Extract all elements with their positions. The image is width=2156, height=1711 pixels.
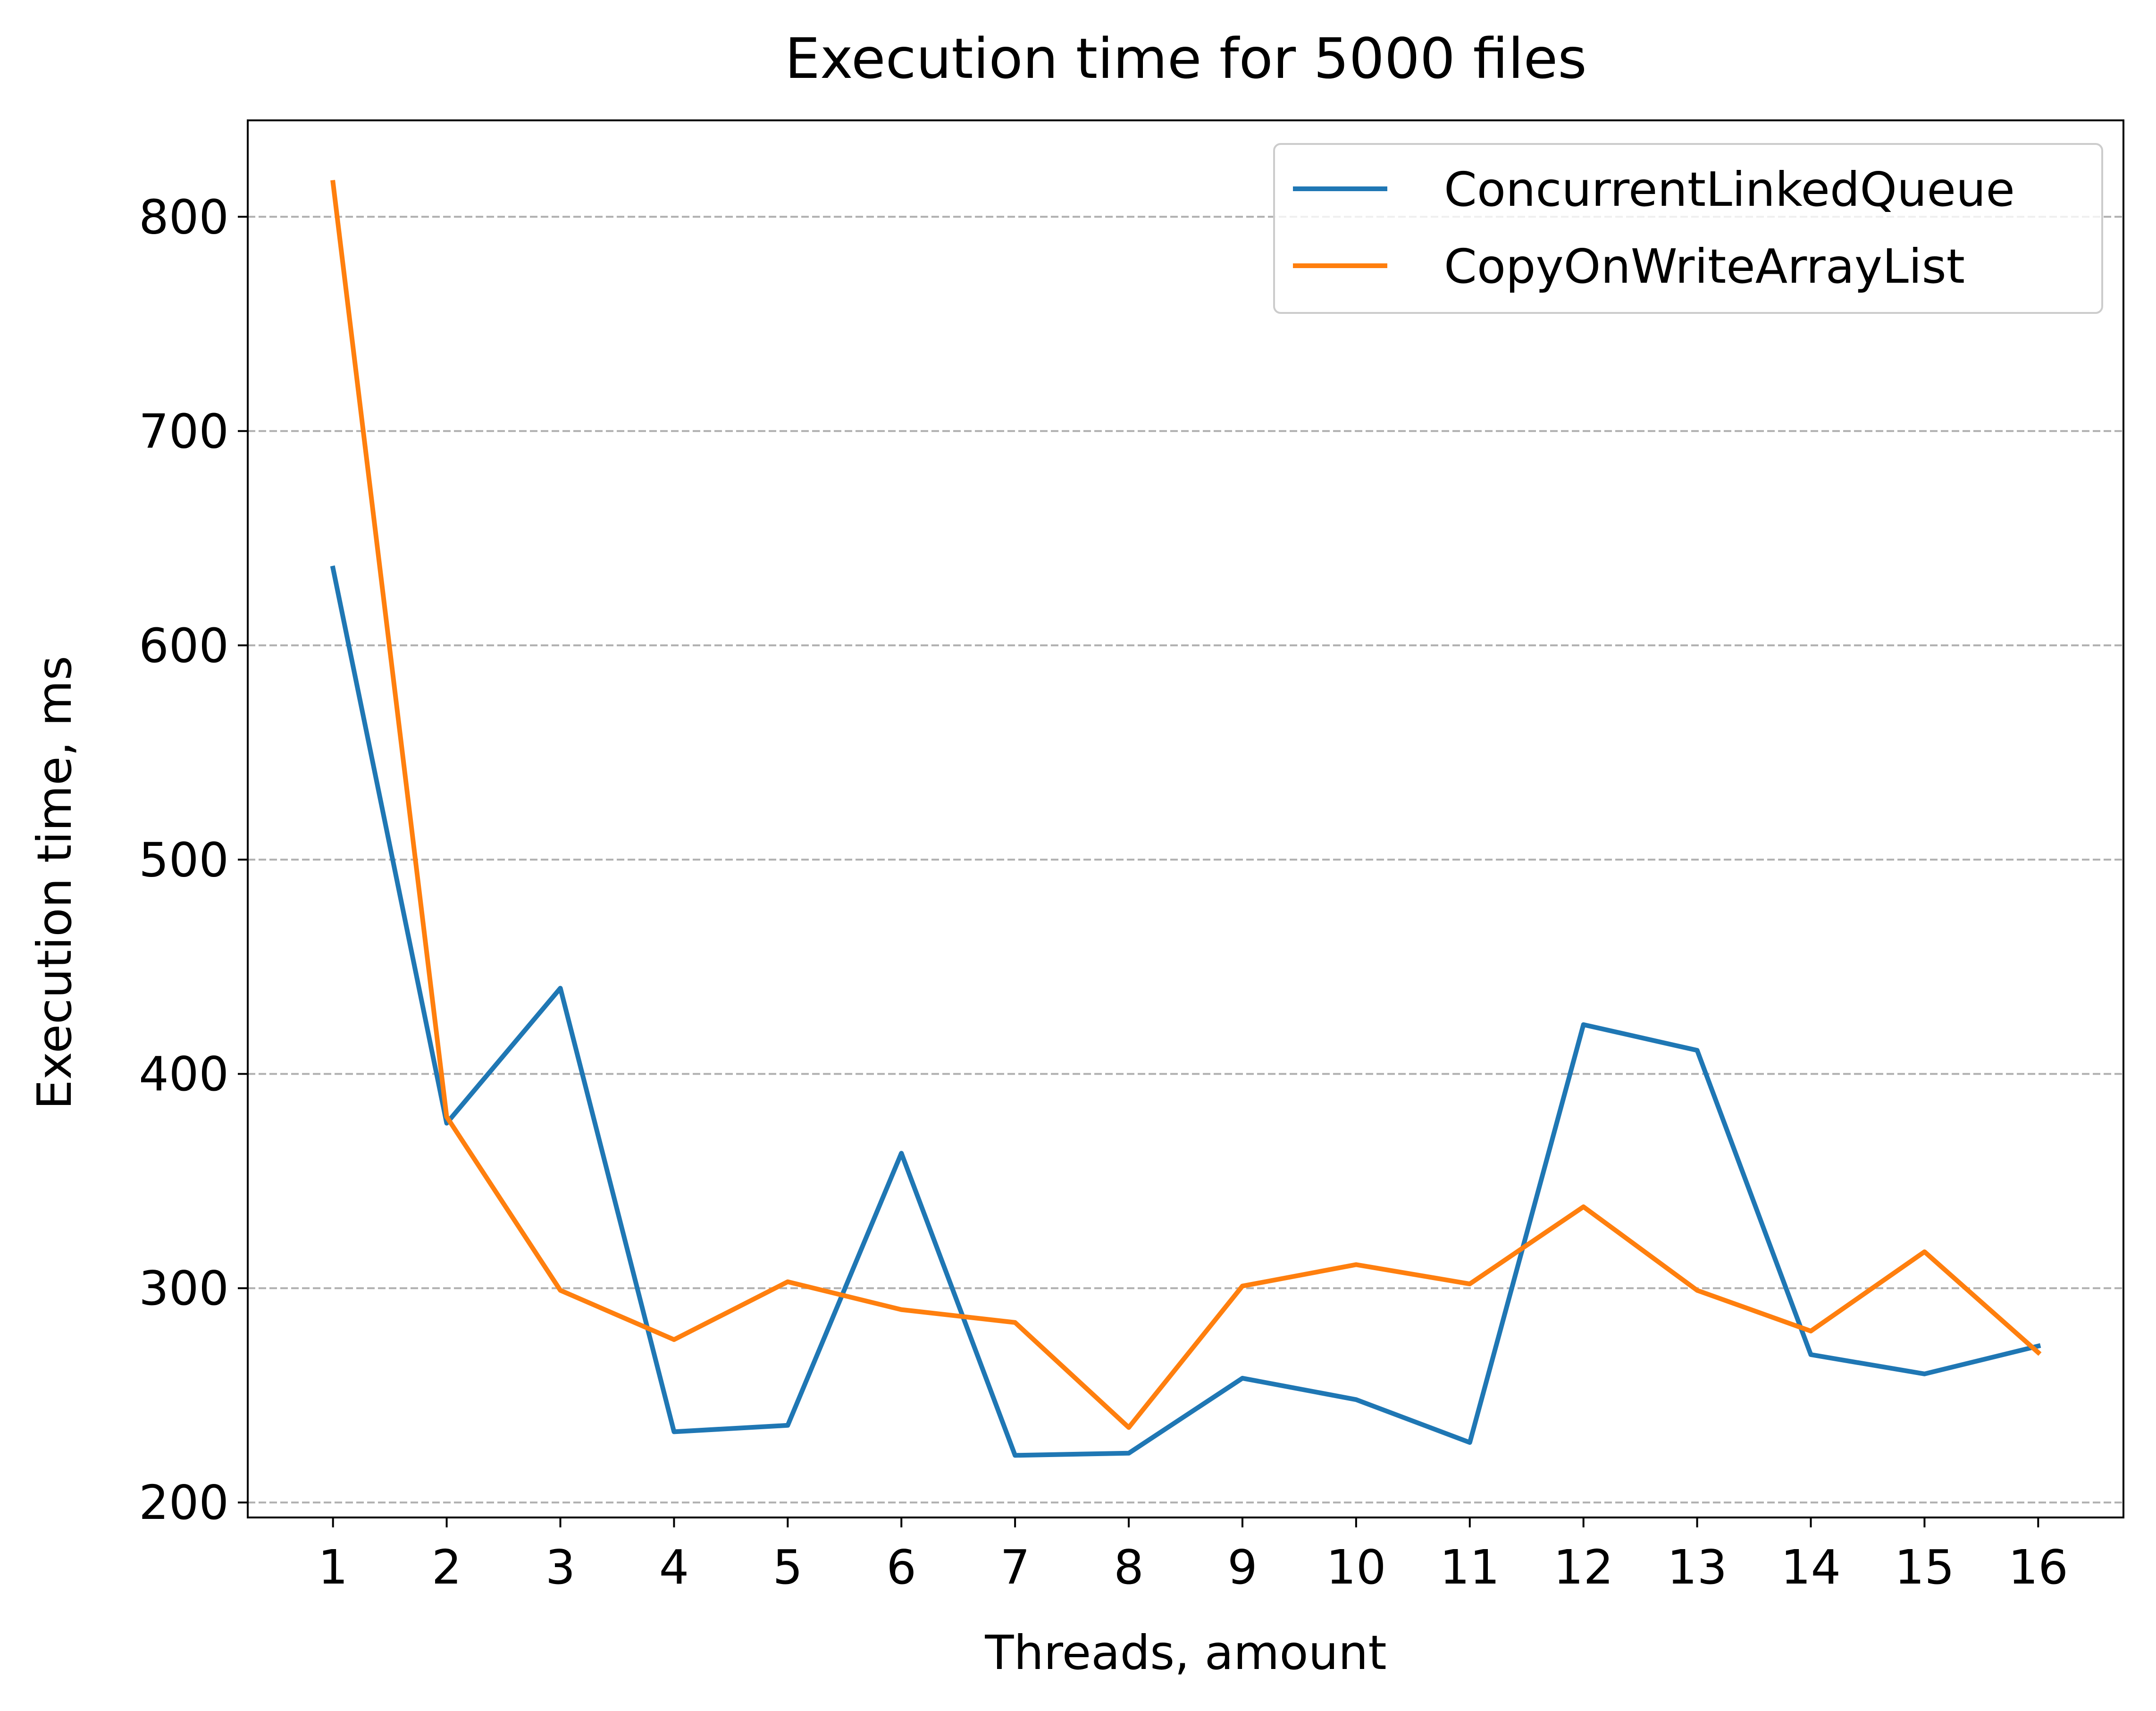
x-tick-label: 13 — [1667, 1540, 1727, 1595]
series-line — [330, 565, 2041, 1458]
x-tick-label: 7 — [1000, 1540, 1030, 1595]
x-tick-label: 2 — [432, 1540, 462, 1595]
legend-label: CopyOnWriteArrayList — [1444, 239, 1965, 294]
y-tick-label: 500 — [139, 832, 229, 887]
data-point — [1355, 1399, 1357, 1400]
x-tick-label: 11 — [1440, 1540, 1500, 1595]
x-tick-label: 1 — [318, 1540, 348, 1595]
data-point — [1696, 1290, 1698, 1291]
x-tick-label: 16 — [2008, 1540, 2068, 1595]
legend-label: ConcurrentLinkedQueue — [1444, 162, 2015, 217]
y-axis-label: Execution time, ms — [27, 656, 82, 1110]
plot-frame — [247, 119, 2124, 1518]
x-tick-label: 15 — [1895, 1540, 1955, 1595]
legend: ConcurrentLinkedQueue CopyOnWriteArrayLis… — [1273, 143, 2103, 314]
y-tick-label: 300 — [139, 1261, 229, 1316]
data-point — [1810, 1354, 1812, 1356]
data-point — [1128, 1426, 1130, 1428]
data-point — [1242, 1285, 1243, 1287]
data-point — [1469, 1441, 1471, 1443]
data-point — [560, 987, 562, 989]
data-point — [1355, 1264, 1357, 1265]
data-point — [1583, 1206, 1585, 1208]
data-point — [446, 1116, 448, 1118]
grid-lines — [248, 216, 2123, 1504]
data-point — [1696, 1049, 1698, 1051]
data-point — [673, 1431, 675, 1433]
y-tick-label: 600 — [139, 618, 229, 673]
chart-title: Execution time for 5000 files — [785, 26, 1586, 91]
series-line — [330, 180, 2042, 1430]
data-point — [332, 567, 334, 569]
data-point — [900, 1309, 902, 1311]
data-point — [787, 1424, 789, 1426]
data-point — [2037, 1345, 2039, 1347]
x-tick-label: 14 — [1781, 1540, 1841, 1595]
data-point — [446, 1122, 448, 1124]
data-point — [560, 1290, 562, 1291]
data-point — [1014, 1322, 1016, 1323]
y-tick-label: 200 — [139, 1475, 229, 1530]
data-point — [1128, 1452, 1130, 1454]
x-tick-label: 5 — [773, 1540, 803, 1595]
data-point — [1923, 1373, 1925, 1375]
y-tick-label: 800 — [139, 189, 229, 244]
y-tick-label: 400 — [139, 1046, 229, 1102]
data-point — [1242, 1377, 1243, 1379]
data-point — [673, 1339, 675, 1340]
data-point — [1583, 1024, 1585, 1026]
data-point — [1014, 1454, 1016, 1456]
legend-box — [1273, 143, 2103, 314]
data-point — [1810, 1330, 1812, 1332]
x-tick-label: 12 — [1553, 1540, 1613, 1595]
x-axis-label: Threads, amount — [984, 1625, 1386, 1680]
x-tick-label: 3 — [545, 1540, 576, 1595]
data-point — [1923, 1251, 1925, 1253]
x-tick-label: 10 — [1326, 1540, 1386, 1595]
y-tick-label: 700 — [139, 404, 229, 459]
data-point — [787, 1281, 789, 1283]
data-point — [332, 182, 334, 184]
data-point — [900, 1152, 902, 1154]
x-tick-label: 6 — [886, 1540, 916, 1595]
data-point — [1469, 1283, 1471, 1285]
x-tick-label: 9 — [1227, 1540, 1258, 1595]
data-point — [2037, 1351, 2039, 1353]
x-tick-label: 8 — [1114, 1540, 1144, 1595]
series-lines — [330, 180, 2042, 1458]
x-tick-label: 4 — [659, 1540, 689, 1595]
